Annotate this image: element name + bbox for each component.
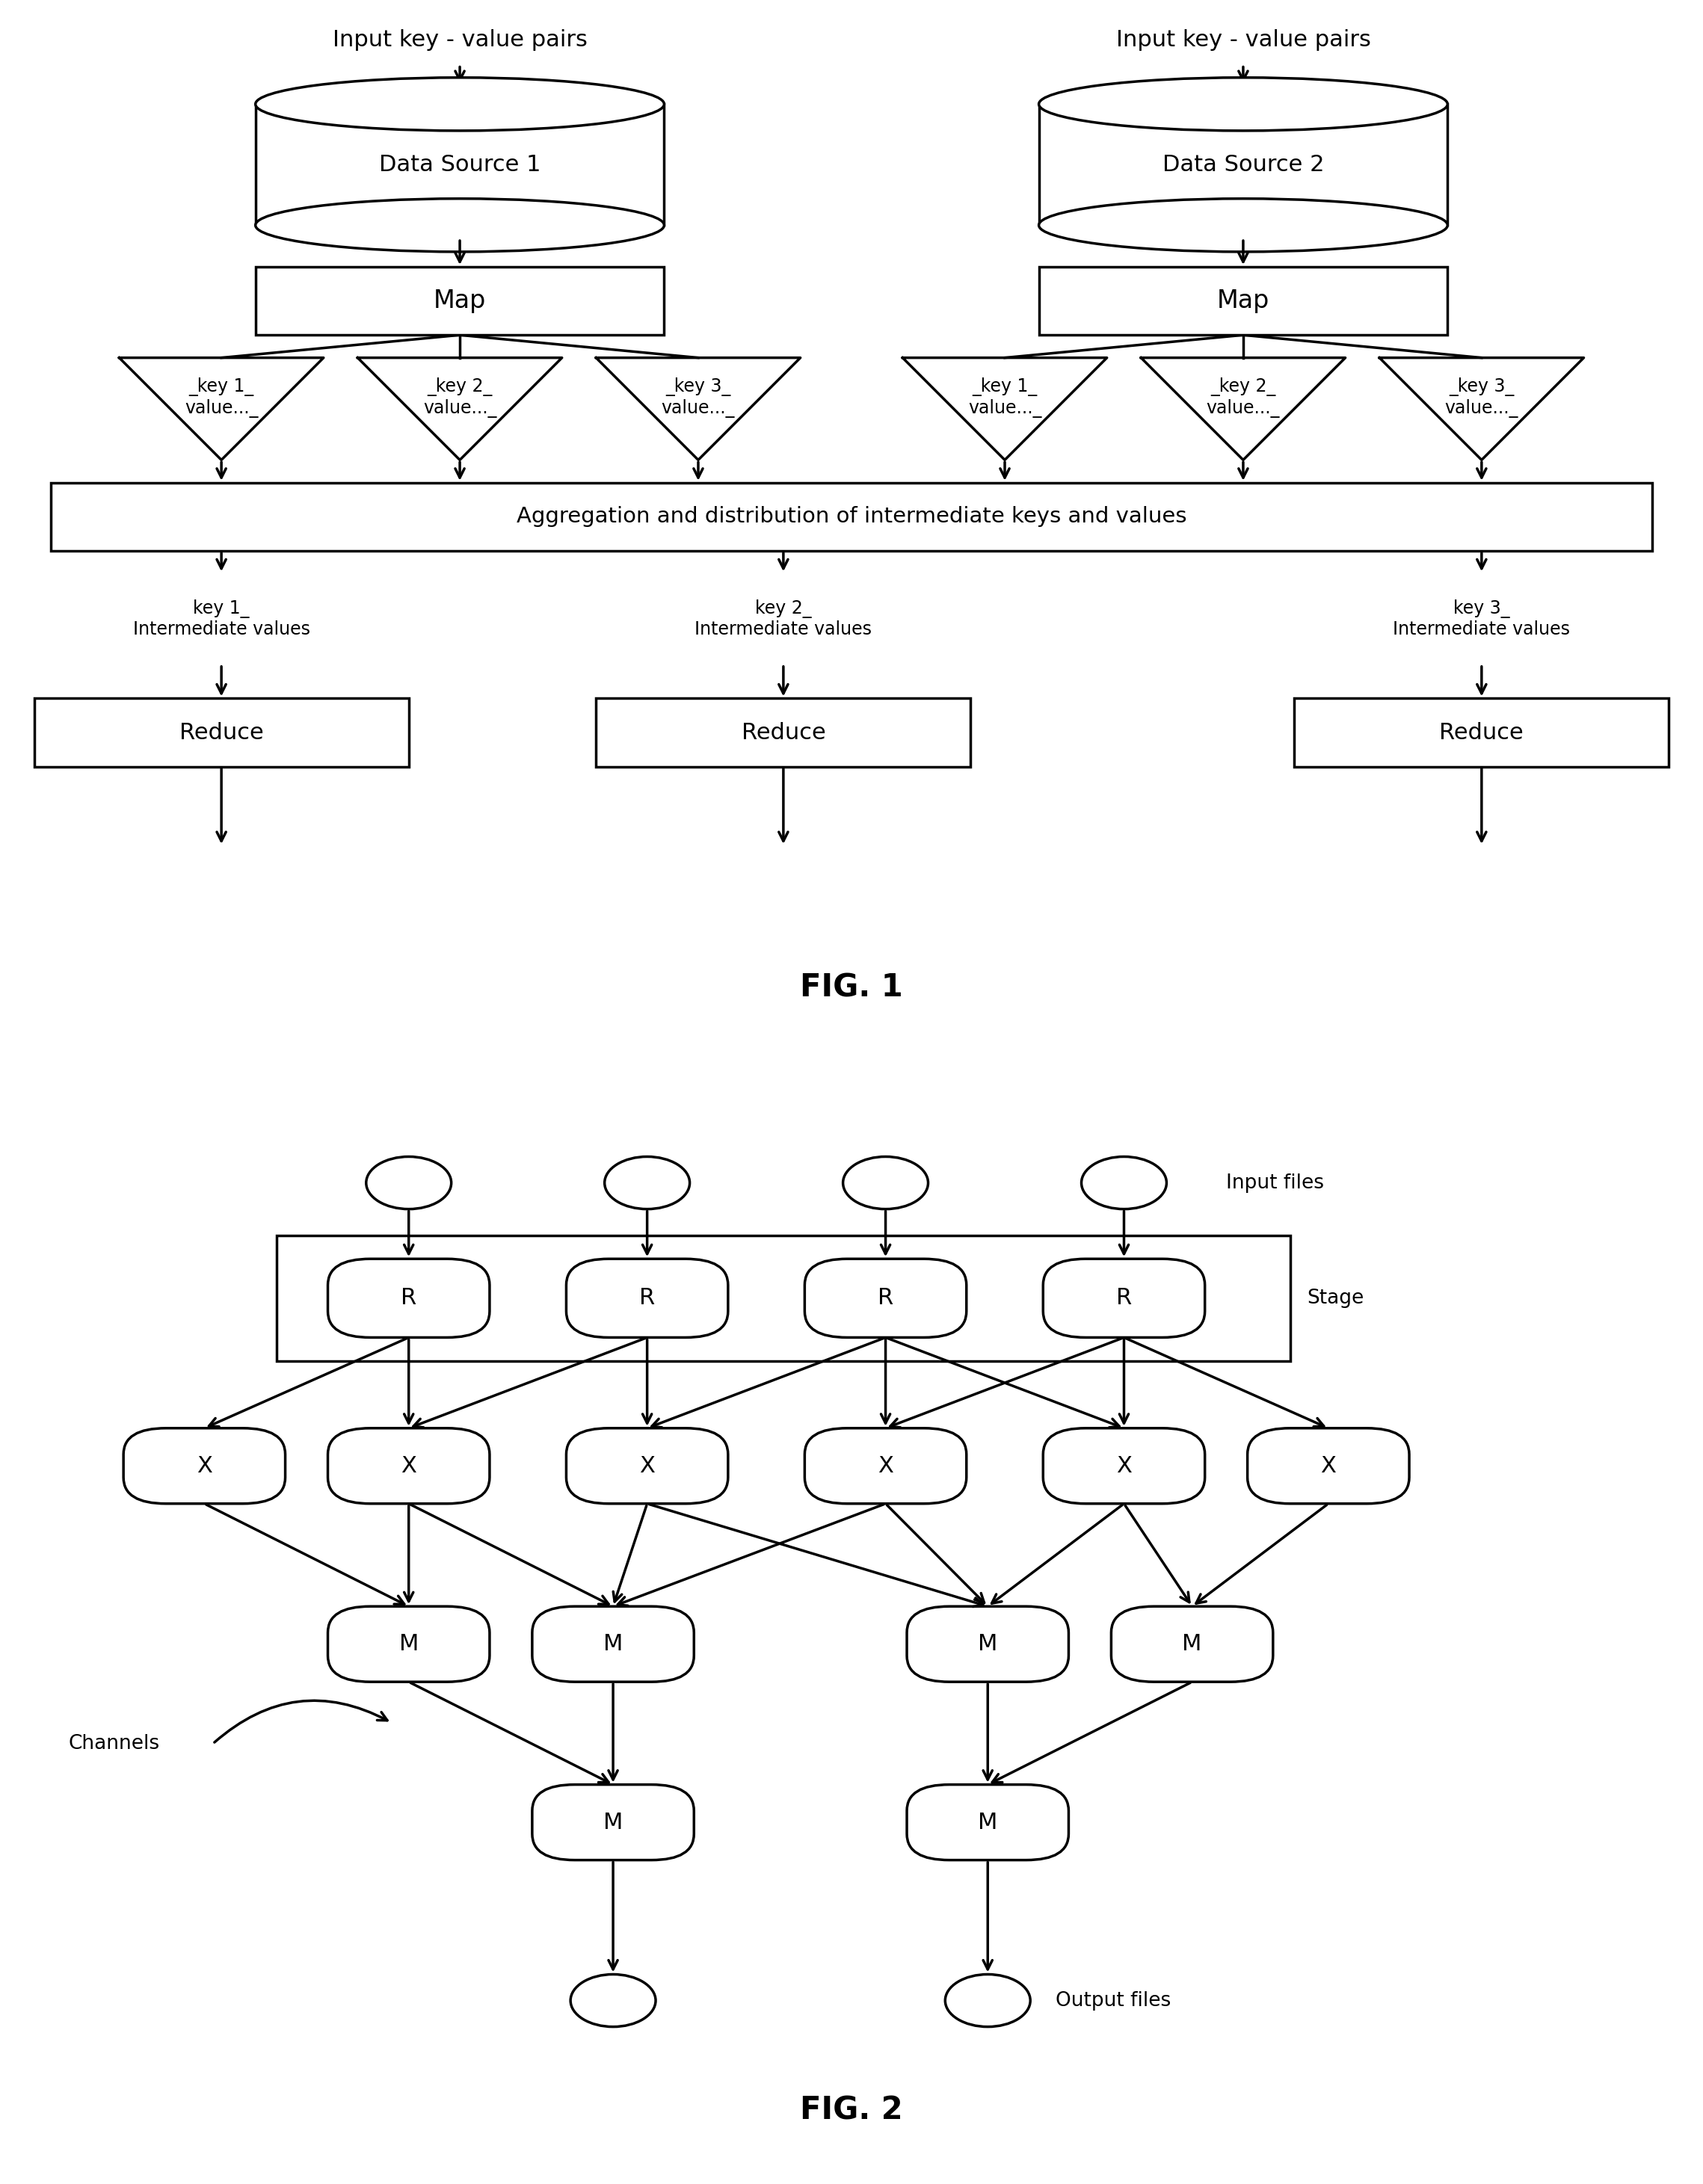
Circle shape <box>366 1158 451 1210</box>
FancyBboxPatch shape <box>1039 266 1448 334</box>
Text: _key 2_
value..._: _key 2_ value..._ <box>422 378 497 417</box>
Text: M: M <box>978 1634 998 1655</box>
Text: Channels: Channels <box>68 1734 160 1754</box>
Text: Reduce: Reduce <box>179 721 264 743</box>
Text: Input key - value pairs: Input key - value pairs <box>1115 28 1371 50</box>
Text: M: M <box>399 1634 419 1655</box>
Text: X: X <box>877 1455 894 1476</box>
FancyBboxPatch shape <box>1247 1428 1410 1503</box>
FancyBboxPatch shape <box>1042 1428 1206 1503</box>
Text: Data Source 1: Data Source 1 <box>378 153 542 175</box>
FancyBboxPatch shape <box>531 1607 695 1682</box>
Text: Map: Map <box>1218 288 1269 312</box>
Circle shape <box>843 1158 928 1210</box>
FancyBboxPatch shape <box>906 1607 1069 1682</box>
Text: R: R <box>877 1286 894 1308</box>
FancyBboxPatch shape <box>565 1258 729 1337</box>
Text: R: R <box>639 1286 656 1308</box>
FancyBboxPatch shape <box>255 266 664 334</box>
Bar <box>1039 105 1448 225</box>
FancyBboxPatch shape <box>806 1428 967 1503</box>
Text: M: M <box>1182 1634 1202 1655</box>
Text: _key 2_
value..._: _key 2_ value..._ <box>1206 378 1281 417</box>
Text: Map: Map <box>434 288 485 312</box>
FancyBboxPatch shape <box>34 699 409 767</box>
Text: Aggregation and distribution of intermediate keys and values: Aggregation and distribution of intermed… <box>516 507 1187 526</box>
FancyBboxPatch shape <box>531 1784 695 1861</box>
Text: X: X <box>639 1455 656 1476</box>
Text: Reduce: Reduce <box>1439 721 1524 743</box>
Text: X: X <box>1115 1455 1132 1476</box>
Text: M: M <box>603 1634 623 1655</box>
Text: Data Source 2: Data Source 2 <box>1161 153 1325 175</box>
FancyBboxPatch shape <box>327 1258 490 1337</box>
FancyBboxPatch shape <box>327 1428 490 1503</box>
FancyBboxPatch shape <box>1110 1607 1272 1682</box>
Text: Input key - value pairs: Input key - value pairs <box>332 28 588 50</box>
Circle shape <box>571 1974 656 2027</box>
Text: R: R <box>400 1286 417 1308</box>
Circle shape <box>1081 1158 1167 1210</box>
Text: X: X <box>400 1455 417 1476</box>
Text: FIG. 1: FIG. 1 <box>800 972 903 1005</box>
Ellipse shape <box>1039 199 1448 251</box>
Text: Reduce: Reduce <box>741 721 826 743</box>
Text: key 1_
Intermediate values: key 1_ Intermediate values <box>133 598 310 638</box>
Text: _key 3_
value..._: _key 3_ value..._ <box>1444 378 1519 417</box>
Text: R: R <box>1115 1286 1132 1308</box>
Text: Output files: Output files <box>1056 1992 1172 2009</box>
Text: _key 1_
value..._: _key 1_ value..._ <box>184 378 259 417</box>
Text: key 3_
Intermediate values: key 3_ Intermediate values <box>1393 598 1570 638</box>
FancyBboxPatch shape <box>806 1258 967 1337</box>
Text: X: X <box>196 1455 213 1476</box>
FancyBboxPatch shape <box>327 1607 490 1682</box>
Ellipse shape <box>255 79 664 131</box>
FancyBboxPatch shape <box>1042 1258 1206 1337</box>
Text: Stage: Stage <box>1308 1289 1364 1308</box>
FancyBboxPatch shape <box>906 1784 1069 1861</box>
Circle shape <box>605 1158 690 1210</box>
Ellipse shape <box>255 199 664 251</box>
Text: _key 1_
value..._: _key 1_ value..._ <box>967 378 1042 417</box>
Text: _key 3_
value..._: _key 3_ value..._ <box>661 378 736 417</box>
Text: M: M <box>978 1811 998 1832</box>
Text: M: M <box>603 1811 623 1832</box>
Text: FIG. 2: FIG. 2 <box>800 2094 903 2127</box>
Text: key 2_
Intermediate values: key 2_ Intermediate values <box>695 598 872 638</box>
FancyBboxPatch shape <box>596 699 971 767</box>
FancyBboxPatch shape <box>276 1236 1291 1361</box>
Bar <box>255 105 664 225</box>
Circle shape <box>945 1974 1030 2027</box>
Text: X: X <box>1320 1455 1337 1476</box>
Text: Input files: Input files <box>1226 1173 1325 1192</box>
FancyBboxPatch shape <box>51 483 1652 550</box>
FancyBboxPatch shape <box>565 1428 729 1503</box>
Ellipse shape <box>1039 79 1448 131</box>
FancyBboxPatch shape <box>1294 699 1669 767</box>
FancyBboxPatch shape <box>123 1428 284 1503</box>
